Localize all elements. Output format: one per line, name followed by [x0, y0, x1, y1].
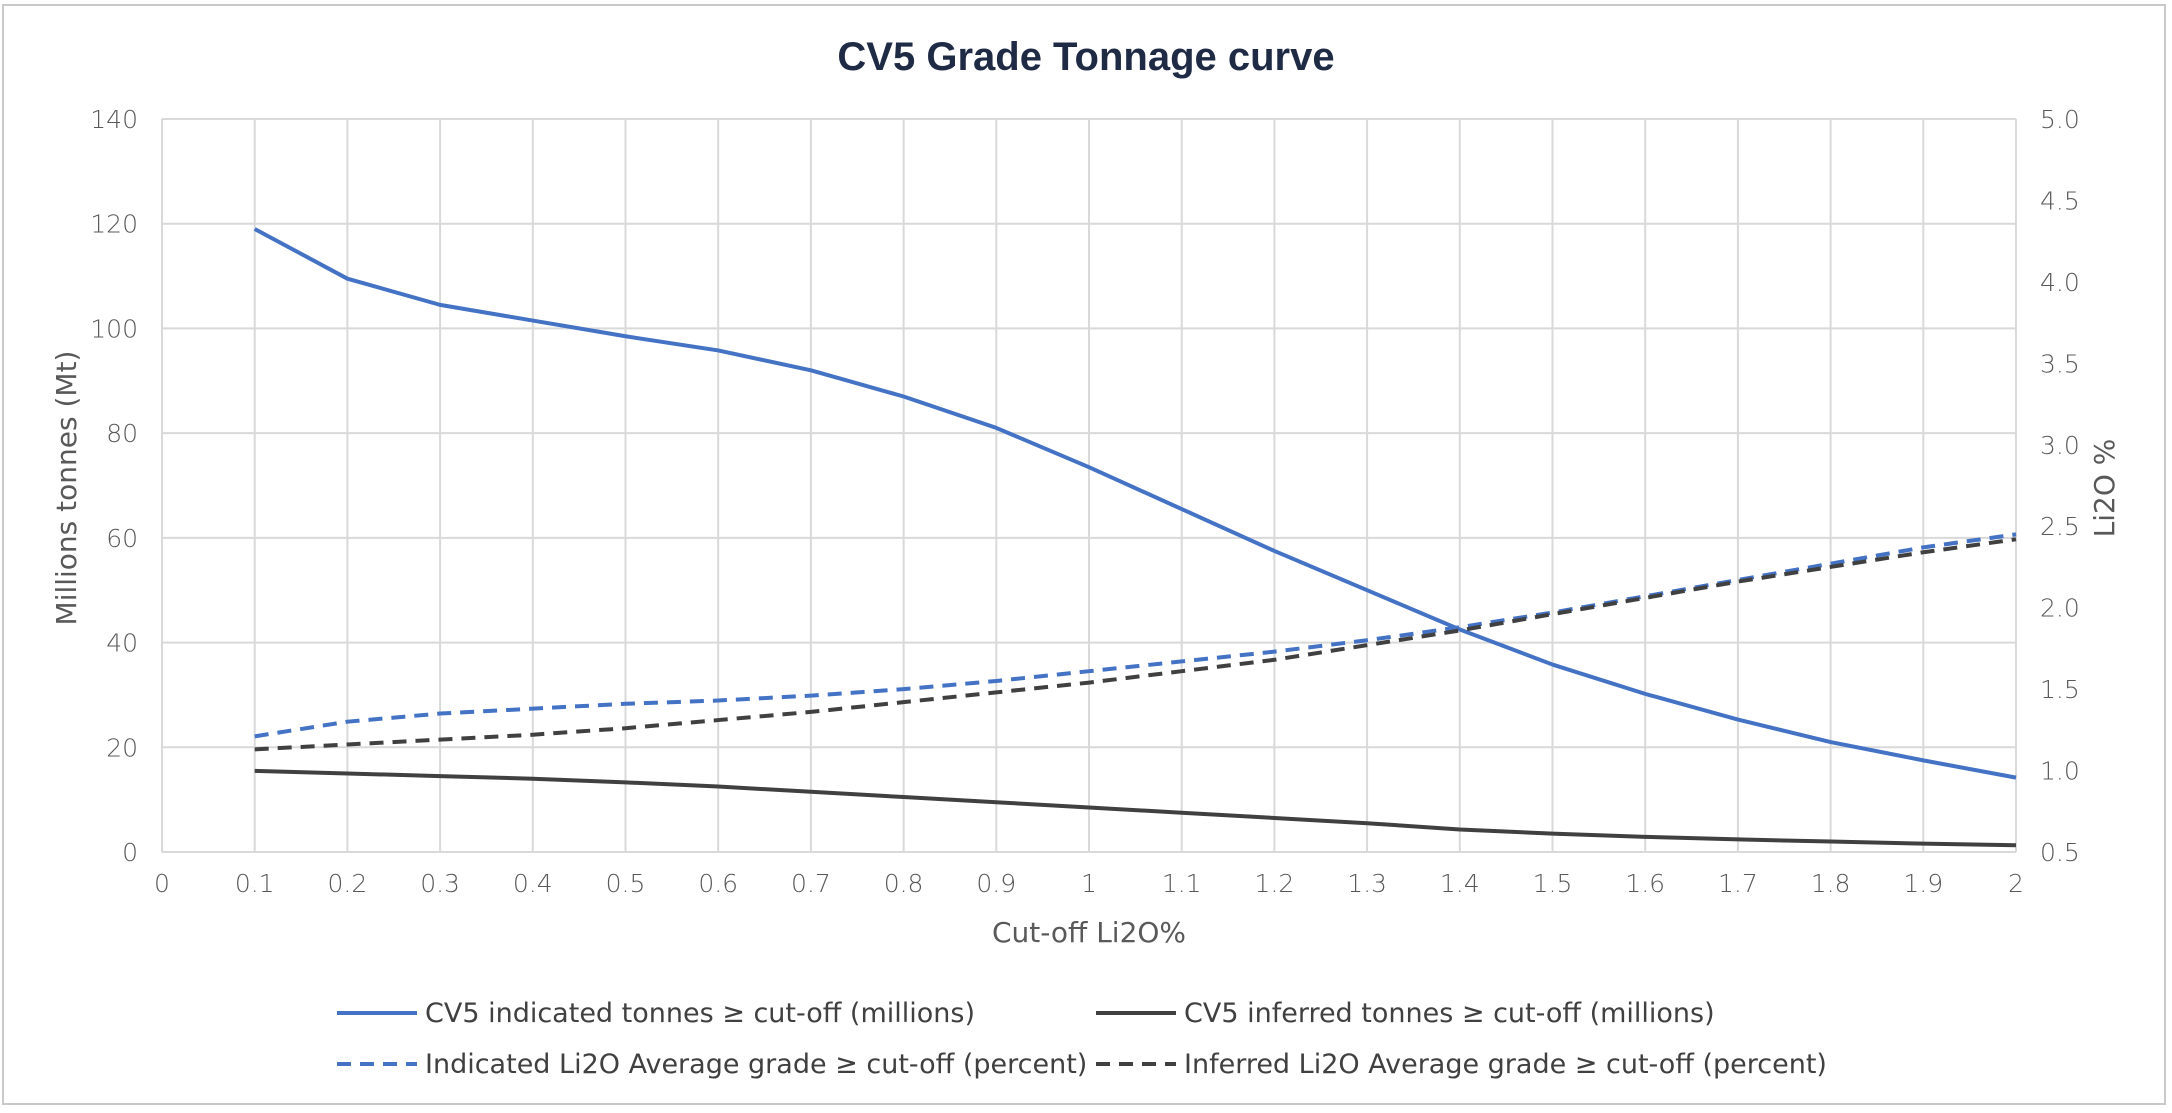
y-axis-label: Millions tonnes (Mt): [50, 351, 83, 626]
y2-tick-label: 4.0: [2040, 268, 2080, 297]
x-tick-label: 0.1: [235, 869, 275, 898]
chart-frame: [2, 4, 2166, 1105]
y2-tick-label: 3.5: [2040, 349, 2080, 378]
x-tick-label: 0.4: [513, 869, 553, 898]
x-tick-label: 2: [2008, 869, 2024, 898]
legend-item-3: Indicated Li2O Average grade ≥ cut-off (…: [337, 1049, 1087, 1080]
x-tick-label: 0.3: [420, 869, 460, 898]
x-tick-label: 1.8: [1811, 869, 1851, 898]
x-tick-label: 1.1: [1162, 869, 1202, 898]
legend-item-1: CV5 indicated tonnes ≥ cut-off (millions…: [337, 998, 975, 1029]
legend-label: Inferred Li2O Average grade ≥ cut-off (p…: [1184, 1049, 1827, 1080]
legend: CV5 indicated tonnes ≥ cut-off (millions…: [337, 998, 1827, 1080]
y2-tick-label: 5.0: [2040, 105, 2080, 134]
x-tick-label: 1.5: [1533, 869, 1573, 898]
x-tick-label: 1.3: [1347, 869, 1387, 898]
legend-label: Indicated Li2O Average grade ≥ cut-off (…: [425, 1049, 1087, 1080]
y-tick-label: 120: [90, 210, 138, 239]
series-line-1: [253, 227, 2017, 780]
legend-item-2: CV5 inferred tonnes ≥ cut-off (millions): [1096, 998, 1715, 1029]
x-tick-label: 0.7: [791, 869, 831, 898]
x-axis-label: Cut-off Li2O%: [992, 916, 1186, 949]
legend-label: CV5 indicated tonnes ≥ cut-off (millions…: [425, 998, 975, 1029]
series-line-4: [254, 537, 2017, 752]
y2-tick-label: 4.5: [2040, 186, 2080, 215]
y-tick-label: 80: [106, 419, 138, 448]
y2-axis-label: Li2O %: [2088, 439, 2121, 538]
axis-ticks: 0 0.1 0.2 0.3 0.4 0.5 0.6 0.7 0.8 0.9 1 1.1 1.2 1.3 1.…: [90, 105, 2079, 898]
x-tick-label: 1.9: [1903, 869, 1943, 898]
x-tick-label: 0.9: [976, 869, 1016, 898]
y-tick-label: 100: [90, 314, 138, 343]
x-tick-label: 0.5: [606, 869, 646, 898]
y2-tick-label: 1.5: [2040, 675, 2080, 704]
y-tick-label: 40: [106, 629, 138, 658]
y-tick-label: 20: [106, 733, 138, 762]
y-tick-label: 0: [122, 838, 138, 867]
x-tick-label: 1.6: [1625, 869, 1665, 898]
x-tick-label: 1: [1081, 869, 1097, 898]
y2-tick-label: 3.0: [2040, 431, 2080, 460]
series-line-2: [254, 768, 2017, 848]
gridlines: [161, 118, 2017, 853]
legend-label: CV5 inferred tonnes ≥ cut-off (millions): [1184, 998, 1715, 1029]
y2-tick-label: 0.5: [2040, 838, 2080, 867]
series-line-3: [254, 532, 2017, 739]
y-tick-label: 140: [90, 105, 138, 134]
y2-tick-label: 2.0: [2040, 594, 2080, 623]
y2-tick-label: 2.5: [2040, 512, 2080, 541]
legend-item-4: Inferred Li2O Average grade ≥ cut-off (p…: [1096, 1049, 1827, 1080]
y-tick-label: 60: [106, 524, 138, 553]
x-tick-label: 0.2: [328, 869, 368, 898]
x-tick-label: 1.4: [1440, 869, 1480, 898]
x-tick-label: 0.6: [698, 869, 738, 898]
x-tick-label: 1.7: [1718, 869, 1758, 898]
series-lines: [253, 227, 2017, 848]
x-tick-label: 0: [154, 869, 170, 898]
chart-title: CV5 Grade Tonnage curve: [837, 35, 1334, 79]
y2-tick-label: 1.0: [2040, 757, 2080, 786]
x-tick-label: 1.2: [1255, 869, 1295, 898]
x-tick-label: 0.8: [884, 869, 924, 898]
